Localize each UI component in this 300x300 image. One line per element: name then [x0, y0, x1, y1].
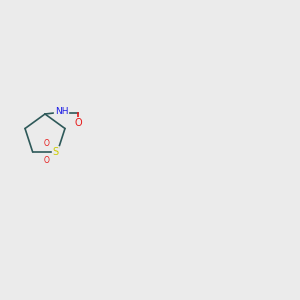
Text: O: O — [74, 118, 82, 128]
Text: O: O — [44, 156, 50, 165]
Text: NH: NH — [55, 106, 68, 116]
Text: O: O — [44, 139, 50, 148]
Text: S: S — [53, 147, 59, 157]
